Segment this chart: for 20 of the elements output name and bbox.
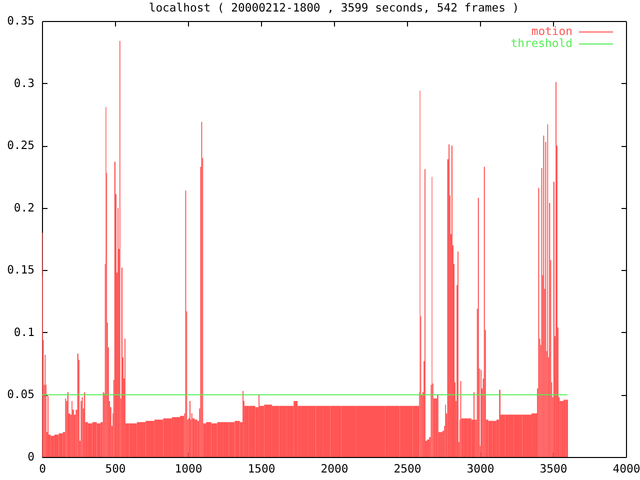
x-tick-label: 2500 bbox=[394, 462, 422, 476]
x-tick-label: 2000 bbox=[320, 462, 348, 476]
x-tick-label: 0 bbox=[39, 462, 46, 476]
legend-label: threshold bbox=[510, 36, 572, 50]
x-tick-label: 4000 bbox=[612, 462, 640, 476]
chart-title: localhost ( 20000212-1800 , 3599 seconds, 542 frames ) bbox=[148, 0, 520, 15]
y-tick-label: 0.35 bbox=[7, 14, 34, 28]
y-tick-label: 0 bbox=[28, 450, 35, 464]
y-tick-label: 0.15 bbox=[7, 262, 34, 277]
y-tick-label: 0.1 bbox=[14, 324, 35, 339]
x-tick-label: 1000 bbox=[174, 462, 202, 476]
y-tick-label: 0.2 bbox=[14, 200, 34, 214]
legend-label: motion bbox=[531, 24, 572, 38]
x-tick-label: 3500 bbox=[540, 462, 568, 476]
x-tick-label: 500 bbox=[105, 462, 126, 476]
x-tick-label: 1500 bbox=[248, 462, 276, 476]
y-tick-label: 0.25 bbox=[7, 138, 34, 152]
y-tick-label: 0.05 bbox=[7, 387, 34, 402]
x-tick-label: 3000 bbox=[466, 462, 494, 476]
y-tick-label: 0.3 bbox=[14, 76, 34, 90]
